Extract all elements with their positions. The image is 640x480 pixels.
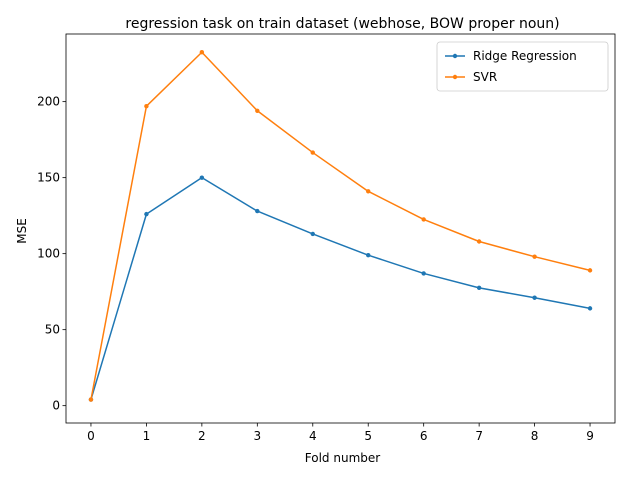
data-point-0-2 — [199, 175, 205, 180]
y-tick-label: 0 — [52, 399, 60, 413]
legend-swatch-marker — [452, 53, 458, 59]
data-point-0-1 — [144, 211, 149, 217]
data-point-0-6 — [421, 271, 426, 276]
x-tick-label: 9 — [586, 429, 594, 443]
x-tick-label: 6 — [420, 429, 428, 443]
x-tick-label: 1 — [143, 429, 151, 443]
data-point-1-4 — [310, 150, 315, 155]
data-point-1-6 — [421, 217, 426, 222]
data-point-1-8 — [532, 254, 537, 259]
data-point-0-3 — [255, 208, 260, 214]
y-tick-label: 50 — [45, 323, 60, 337]
data-point-1-5 — [366, 189, 371, 194]
legend: Ridge Regression SVR — [436, 41, 609, 92]
data-point-1-1 — [144, 104, 149, 109]
x-tick-label: 2 — [198, 429, 206, 443]
x-tick-label: 0 — [87, 429, 95, 443]
data-point-1-2 — [199, 50, 205, 55]
data-point-0-5 — [366, 252, 371, 258]
data-point-1-7 — [476, 239, 482, 244]
x-tick-label: 5 — [364, 429, 372, 443]
data-point-0-8 — [532, 295, 537, 300]
y-tick-label: 150 — [37, 171, 60, 185]
legend-entry-label: SVR — [473, 70, 497, 84]
x-axis-label: Fold number — [305, 451, 380, 465]
x-tick-label: 8 — [531, 429, 539, 443]
data-point-0-9 — [587, 306, 593, 311]
data-point-0-7 — [476, 285, 482, 291]
y-tick-label: 100 — [37, 247, 60, 261]
data-point-1-0 — [88, 397, 94, 402]
x-tick-label: 7 — [475, 429, 483, 443]
y-axis-label: MSE — [15, 218, 29, 244]
chart-title: regression task on train dataset (webhos… — [125, 16, 559, 32]
data-point-1-3 — [255, 108, 260, 113]
legend-entry-label: Ridge Regression — [473, 49, 577, 63]
series-line-1 — [90, 51, 591, 400]
x-tick-label: 4 — [309, 429, 317, 443]
plot-area: 0 1 2 3 4 5 6 7 8 9 0 50 100 150 200 — [37, 33, 616, 443]
axes-frame — [65, 33, 616, 424]
legend-box — [436, 41, 609, 92]
y-tick-label: 200 — [37, 95, 60, 109]
data-point-1-9 — [587, 268, 593, 273]
legend-swatch-marker — [452, 74, 458, 80]
x-tick-label: 3 — [253, 429, 261, 443]
series-line-0 — [90, 176, 591, 400]
data-point-0-4 — [310, 231, 315, 237]
